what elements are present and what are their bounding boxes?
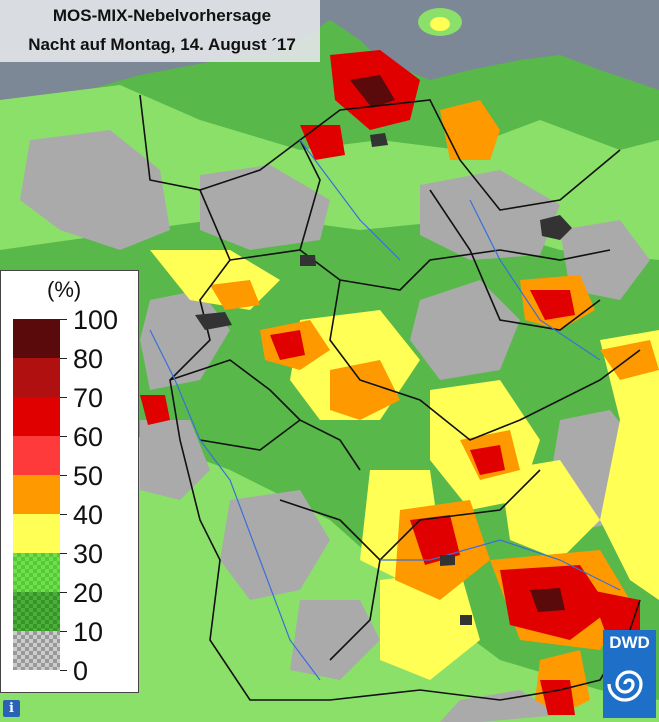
legend-label-80: 80 <box>73 344 104 374</box>
title-box: MOS-MIX-Nebelvorhersage Nacht auf Montag… <box>0 0 320 62</box>
city-markers <box>195 133 572 625</box>
legend-swatch-20-30 <box>13 553 60 592</box>
legend-tick-40 <box>60 514 67 515</box>
legend-swatch-40-50 <box>13 475 60 514</box>
legend-tick-50 <box>60 475 67 476</box>
map-title: MOS-MIX-Nebelvorhersage <box>52 6 272 25</box>
legend-swatch-70-80 <box>13 358 60 397</box>
legend-swatch-80-100 <box>13 319 60 358</box>
legend-swatch-60-70 <box>13 397 60 436</box>
legend-swatch-0-10 <box>13 631 60 670</box>
map-subtitle: Nacht auf Montag, 14. August ´17 <box>28 35 296 54</box>
legend-label-0: 0 <box>73 656 89 686</box>
dwd-logo-text: DWD <box>609 633 650 652</box>
dwd-logo: DWD <box>603 630 656 718</box>
island-ruegen-core <box>430 17 450 31</box>
legend-label-30: 30 <box>73 539 104 569</box>
info-icon[interactable]: i <box>3 700 20 717</box>
legend-tick-30 <box>60 553 67 554</box>
legend-unit: (%) <box>47 277 82 302</box>
legend-swatch-30-40 <box>13 514 60 553</box>
legend-tick-60 <box>60 436 67 437</box>
legend-tick-0 <box>60 670 67 671</box>
legend-tick-10 <box>60 631 67 632</box>
legend-label-60: 60 <box>73 422 104 452</box>
legend-label-20: 20 <box>73 578 104 608</box>
dark-red-areas <box>350 75 565 612</box>
legend-label-100: 100 <box>73 305 119 335</box>
legend-label-70: 70 <box>73 383 104 413</box>
legend-swatch-50-60 <box>13 436 60 475</box>
rivers <box>149 139 621 681</box>
legend-label-50: 50 <box>73 461 104 491</box>
legend-tick-100 <box>60 319 67 320</box>
dwd-swirl-icon <box>607 670 643 702</box>
legend-tick-70 <box>60 397 67 398</box>
legend-tick-20 <box>60 592 67 593</box>
legend-label-10: 10 <box>73 617 104 647</box>
legend-tick-80 <box>60 358 67 359</box>
legend-label-40: 40 <box>73 500 104 530</box>
legend-swatch-10-20 <box>13 592 60 631</box>
state-borders <box>139 94 641 701</box>
legend: (%) 100 80 70 60 50 40 30 20 10 0 <box>0 270 139 693</box>
